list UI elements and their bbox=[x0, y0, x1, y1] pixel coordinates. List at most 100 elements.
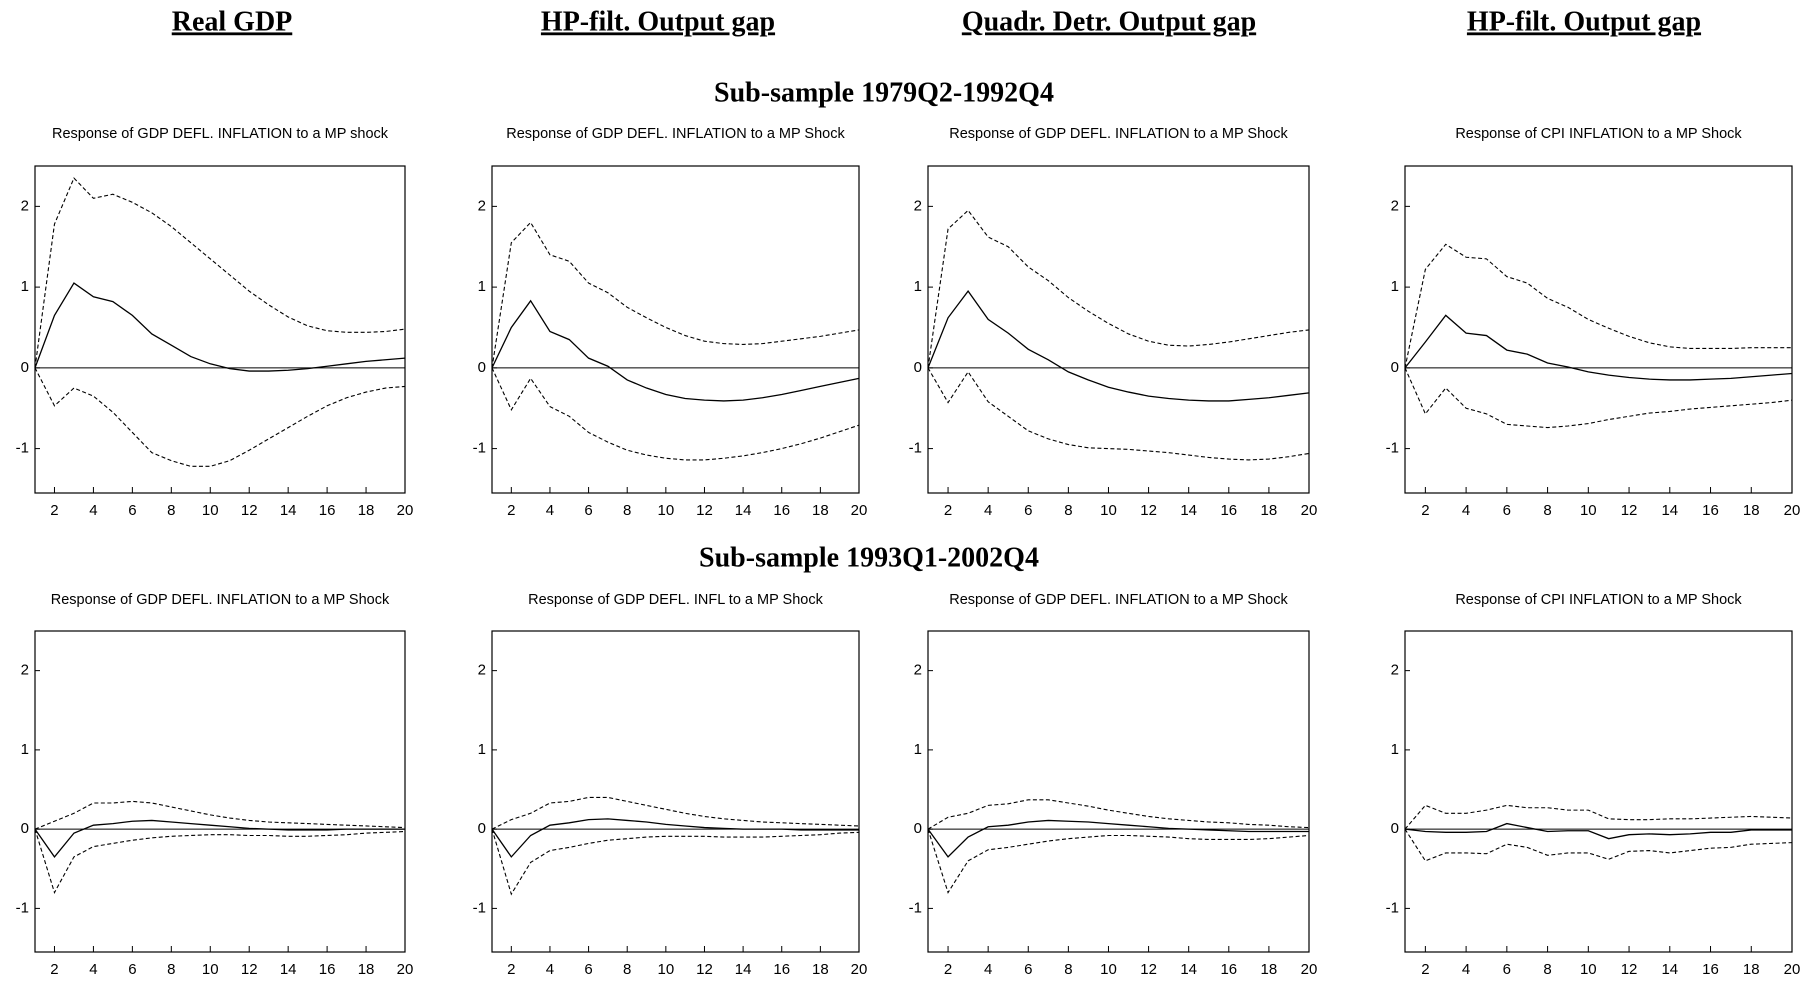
y-tick-label: 1 bbox=[1391, 278, 1399, 295]
plot-frame bbox=[491, 630, 860, 953]
x-tick-label: 10 bbox=[657, 502, 674, 519]
x-tick-label: 20 bbox=[851, 502, 868, 519]
x-tick-label: 12 bbox=[696, 502, 713, 519]
x-tick-label: 2 bbox=[50, 961, 58, 978]
x-tick-label: 4 bbox=[1462, 961, 1470, 978]
x-tick-label: 4 bbox=[984, 961, 992, 978]
chart-title: Response of CPI INFLATION to a MP Shock bbox=[1455, 126, 1742, 142]
x-tick-label: 4 bbox=[984, 502, 992, 519]
y-tick-label: -1 bbox=[1386, 440, 1399, 457]
x-tick-label: 14 bbox=[735, 502, 752, 519]
plot-frame bbox=[927, 165, 1310, 494]
y-tick-label: 0 bbox=[914, 820, 922, 837]
x-tick-label: 14 bbox=[1661, 502, 1678, 519]
x-tick-label: 14 bbox=[280, 502, 297, 519]
x-tick-label: 18 bbox=[1261, 961, 1278, 978]
x-tick-label: 8 bbox=[1064, 961, 1072, 978]
x-tick-label: 6 bbox=[1503, 961, 1511, 978]
y-tick-label: 0 bbox=[1391, 820, 1399, 837]
x-tick-label: 8 bbox=[623, 961, 631, 978]
x-tick-label: 14 bbox=[1180, 502, 1197, 519]
plot-frame bbox=[34, 630, 406, 953]
x-tick-label: 4 bbox=[1462, 502, 1470, 519]
x-tick-label: 20 bbox=[1784, 502, 1801, 519]
x-tick-label: 18 bbox=[358, 961, 375, 978]
y-tick-label: 2 bbox=[478, 662, 486, 679]
x-tick-label: 18 bbox=[358, 502, 375, 519]
band-line bbox=[34, 828, 406, 894]
chart-title: Response of GDP DEFL. INFLATION to a MP … bbox=[949, 126, 1288, 142]
chart-title: Response of GDP DEFL. INFLATION to a MP … bbox=[949, 592, 1288, 608]
band-line bbox=[1404, 828, 1793, 862]
x-tick-label: 4 bbox=[546, 961, 554, 978]
y-tick-label: 0 bbox=[478, 820, 486, 837]
x-tick-label: 2 bbox=[944, 961, 952, 978]
column-title: HP-filt. Output gap bbox=[541, 6, 775, 37]
plot-frame bbox=[491, 165, 860, 494]
x-tick-label: 16 bbox=[1702, 961, 1719, 978]
x-tick-label: 16 bbox=[1220, 961, 1237, 978]
x-tick-label: 4 bbox=[89, 502, 97, 519]
y-tick-label: 2 bbox=[21, 197, 29, 214]
x-tick-label: 2 bbox=[1421, 961, 1429, 978]
x-tick-label: 6 bbox=[584, 961, 592, 978]
band-line bbox=[1404, 367, 1793, 429]
y-tick-label: -1 bbox=[909, 440, 922, 457]
band-line bbox=[491, 828, 860, 896]
x-tick-label: 20 bbox=[397, 502, 414, 519]
band-line bbox=[927, 799, 1310, 830]
x-tick-label: 14 bbox=[1661, 961, 1678, 978]
band-line bbox=[927, 367, 1310, 461]
column-title: Quadr. Detr. Output gap bbox=[962, 6, 1256, 37]
x-tick-label: 6 bbox=[128, 961, 136, 978]
response-line bbox=[927, 819, 1309, 858]
x-tick-label: 10 bbox=[202, 502, 219, 519]
x-tick-label: 4 bbox=[89, 961, 97, 978]
y-tick-label: 1 bbox=[1391, 741, 1399, 758]
y-tick-label: 0 bbox=[21, 820, 29, 837]
band-line bbox=[1404, 804, 1793, 830]
x-tick-label: 12 bbox=[241, 961, 258, 978]
x-tick-label: 12 bbox=[1621, 502, 1638, 519]
response-line bbox=[1404, 822, 1792, 840]
band-line bbox=[927, 828, 1310, 894]
x-tick-label: 2 bbox=[944, 502, 952, 519]
band-line bbox=[491, 796, 860, 830]
x-tick-label: 16 bbox=[1220, 502, 1237, 519]
row-title: Sub-sample 1993Q1-2002Q4 bbox=[699, 542, 1039, 573]
x-tick-label: 12 bbox=[1621, 961, 1638, 978]
plot-frame bbox=[927, 630, 1310, 953]
band-line bbox=[34, 177, 406, 368]
plot-frame bbox=[1404, 630, 1793, 953]
chart-title: Response of CPI INFLATION to a MP Shock bbox=[1455, 592, 1742, 608]
x-tick-label: 18 bbox=[1743, 961, 1760, 978]
x-tick-label: 16 bbox=[773, 502, 790, 519]
y-tick-label: 2 bbox=[914, 662, 922, 679]
band-line bbox=[491, 221, 860, 368]
x-tick-label: 8 bbox=[1543, 961, 1551, 978]
y-tick-label: 1 bbox=[478, 278, 486, 295]
y-tick-label: 0 bbox=[914, 359, 922, 376]
x-tick-label: 10 bbox=[1580, 502, 1597, 519]
x-tick-label: 2 bbox=[1421, 502, 1429, 519]
y-tick-label: 0 bbox=[1391, 359, 1399, 376]
x-tick-label: 20 bbox=[851, 961, 868, 978]
y-tick-label: 1 bbox=[478, 741, 486, 758]
x-tick-label: 8 bbox=[623, 502, 631, 519]
x-tick-label: 10 bbox=[202, 961, 219, 978]
y-tick-label: 2 bbox=[1391, 662, 1399, 679]
x-tick-label: 10 bbox=[1100, 502, 1117, 519]
x-tick-label: 14 bbox=[1180, 961, 1197, 978]
y-tick-label: -1 bbox=[16, 899, 29, 916]
y-tick-label: 0 bbox=[21, 359, 29, 376]
y-tick-label: -1 bbox=[473, 899, 486, 916]
x-tick-label: 12 bbox=[241, 502, 258, 519]
x-tick-label: 12 bbox=[1140, 961, 1157, 978]
y-tick-label: 2 bbox=[914, 197, 922, 214]
y-tick-label: -1 bbox=[16, 440, 29, 457]
x-tick-label: 8 bbox=[167, 502, 175, 519]
x-tick-label: 10 bbox=[1580, 961, 1597, 978]
y-tick-label: 1 bbox=[914, 278, 922, 295]
band-line bbox=[927, 209, 1310, 368]
